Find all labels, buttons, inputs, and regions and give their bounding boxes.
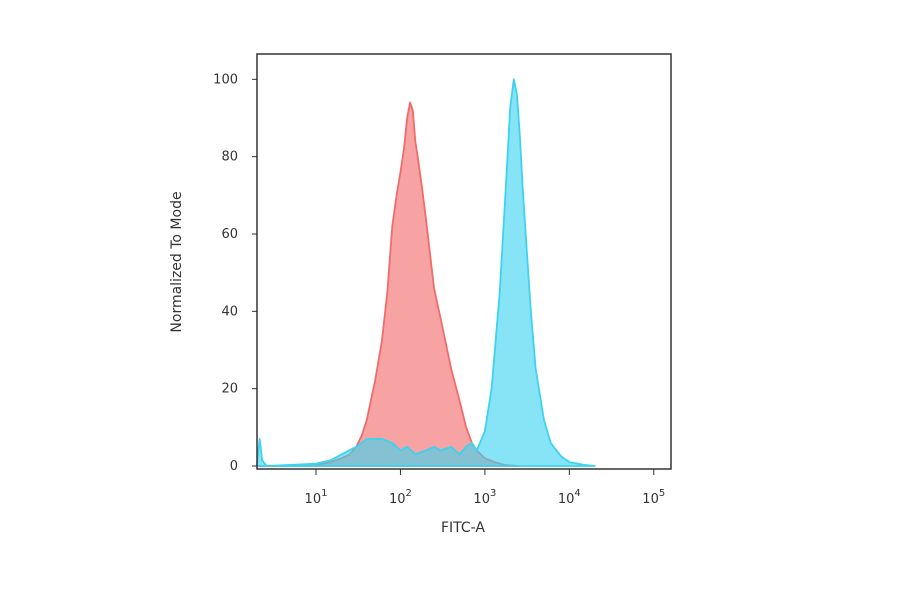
y-tick-label: 20: [221, 382, 238, 397]
y-axis-title: Normalized To Mode: [169, 191, 185, 332]
x-tick-label: 105: [642, 488, 665, 507]
histogram-series-2: [256, 78, 596, 467]
y-tick-label: 80: [221, 150, 238, 165]
series-layer: [256, 78, 596, 467]
y-tick-label: 40: [221, 304, 238, 319]
y-tick-label: 0: [230, 459, 238, 474]
x-tick-label: 103: [473, 488, 496, 507]
x-axis-title: FITC-A: [441, 520, 485, 536]
y-tick-label: 60: [221, 227, 238, 242]
y-axis-ticks: 0 20 40 60 80 100: [213, 72, 257, 474]
y-tick-label: 100: [213, 72, 238, 87]
x-tick-label: 101: [305, 488, 328, 507]
plot-frame: [256, 53, 672, 470]
x-tick-label: 104: [558, 488, 581, 507]
x-tick-label: 102: [389, 488, 412, 507]
histogram-series-1: [256, 101, 520, 467]
x-axis-ticks: 101 102 103 104 105: [305, 469, 665, 507]
